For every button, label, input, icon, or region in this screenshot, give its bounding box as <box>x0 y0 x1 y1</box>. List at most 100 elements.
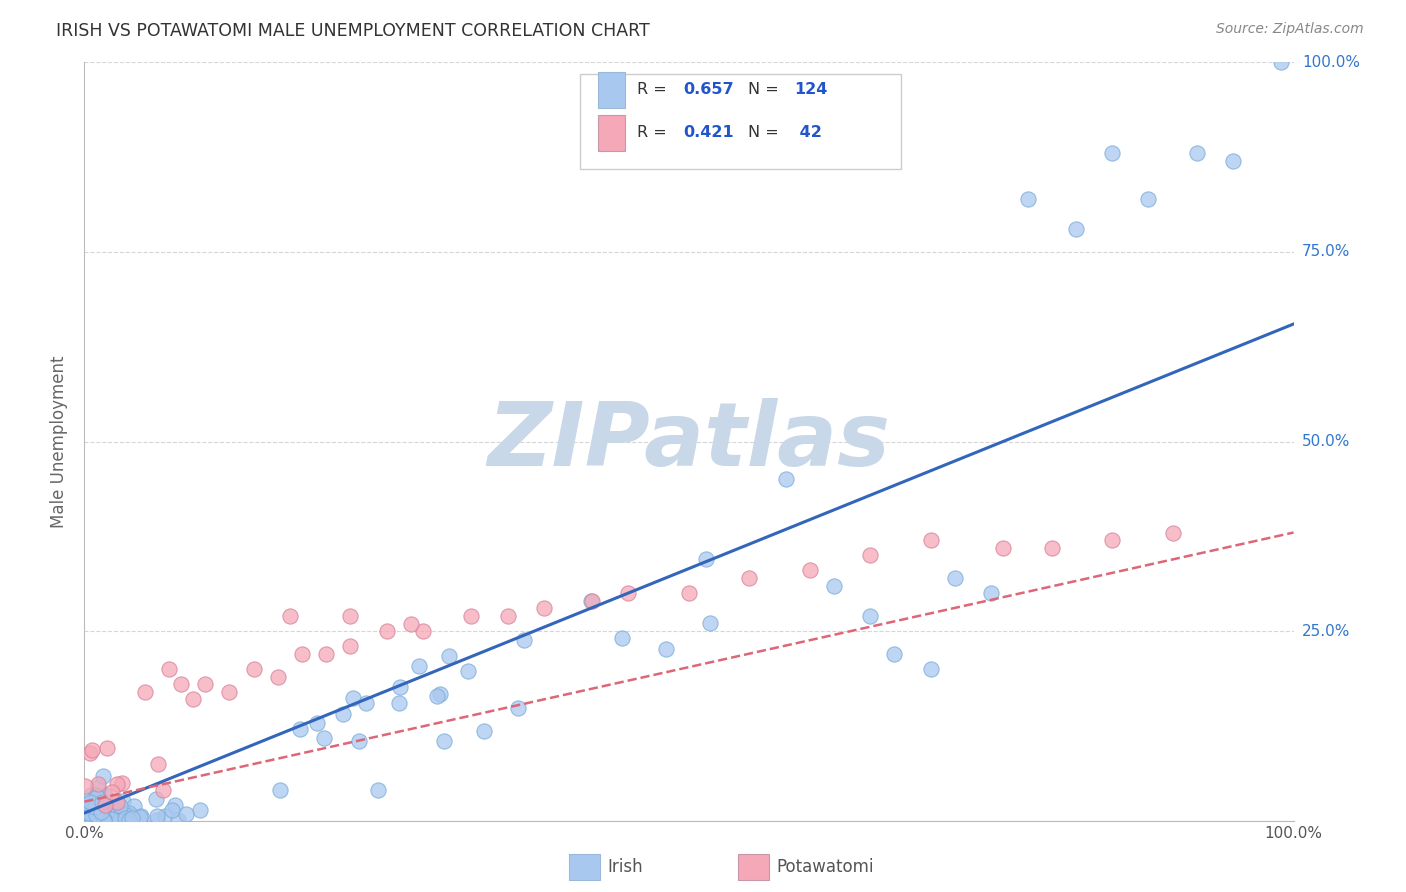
Point <box>93 813 115 827</box>
Point <box>655 641 678 656</box>
Point <box>457 664 479 678</box>
Point <box>91 814 114 828</box>
Point <box>79 795 101 809</box>
Point <box>75 809 97 823</box>
Point <box>87 802 110 816</box>
Point <box>408 659 430 673</box>
Point <box>339 639 361 653</box>
Point <box>388 680 411 694</box>
Point <box>84 813 107 827</box>
FancyBboxPatch shape <box>581 74 901 169</box>
Point <box>87 811 110 825</box>
Point <box>82 800 104 814</box>
Point <box>678 586 700 600</box>
Point <box>291 647 314 661</box>
Point <box>86 806 108 821</box>
Point <box>84 812 107 826</box>
Point <box>993 541 1015 555</box>
Point <box>460 608 482 623</box>
Point <box>920 662 942 676</box>
Point <box>1040 541 1063 555</box>
Point <box>93 797 115 812</box>
Point <box>87 780 110 794</box>
Text: R =: R = <box>637 126 672 140</box>
Point <box>90 805 112 819</box>
Point <box>73 806 96 821</box>
Point <box>96 804 118 818</box>
Point <box>218 685 240 699</box>
Point <box>90 797 112 811</box>
Point <box>76 806 98 821</box>
Point <box>111 814 134 828</box>
Point <box>98 799 121 814</box>
Point <box>105 777 128 791</box>
Point <box>146 757 169 772</box>
Point <box>91 798 114 813</box>
Point <box>120 808 142 822</box>
Point <box>269 782 291 797</box>
Point <box>859 608 882 623</box>
Point <box>496 608 519 623</box>
Point <box>83 796 105 810</box>
Point <box>101 802 124 816</box>
Point <box>332 707 354 722</box>
Point <box>163 797 186 812</box>
Point <box>115 806 138 821</box>
Point <box>920 533 942 548</box>
Point <box>90 802 112 816</box>
Point <box>1101 533 1123 548</box>
Point <box>738 571 761 585</box>
Point <box>399 616 422 631</box>
Point <box>267 669 290 683</box>
Text: IRISH VS POTAWATOMI MALE UNEMPLOYMENT CORRELATION CHART: IRISH VS POTAWATOMI MALE UNEMPLOYMENT CO… <box>56 22 650 40</box>
Point <box>107 807 129 822</box>
Point <box>155 808 177 822</box>
Point <box>79 747 101 761</box>
Point <box>160 803 183 817</box>
Text: 25.0%: 25.0% <box>1302 624 1350 639</box>
Text: 42: 42 <box>794 126 823 140</box>
Point <box>146 813 169 827</box>
FancyBboxPatch shape <box>599 71 624 108</box>
Point <box>94 813 117 827</box>
Point <box>80 743 103 757</box>
Point <box>86 789 108 804</box>
Point <box>93 814 115 828</box>
Point <box>79 812 101 826</box>
Point <box>75 812 97 826</box>
Point <box>93 804 115 818</box>
Point <box>181 692 204 706</box>
Point <box>775 473 797 487</box>
Point <box>699 615 721 630</box>
Text: 75.0%: 75.0% <box>1302 244 1350 260</box>
Point <box>105 799 128 814</box>
Point <box>87 813 110 827</box>
Point <box>426 689 449 703</box>
Point <box>105 795 128 809</box>
Point <box>76 814 98 828</box>
Point <box>96 813 118 827</box>
Point <box>117 805 139 820</box>
Point <box>90 800 112 814</box>
Text: N =: N = <box>748 126 785 140</box>
Point <box>83 795 105 809</box>
Point <box>129 810 152 824</box>
Point <box>339 608 361 623</box>
Point <box>118 814 141 828</box>
Point <box>354 696 377 710</box>
Point <box>114 811 136 825</box>
Text: 50.0%: 50.0% <box>1302 434 1350 449</box>
Point <box>152 783 174 797</box>
Point <box>77 808 100 822</box>
Point <box>84 808 107 822</box>
Point <box>110 798 132 813</box>
Point <box>100 812 122 826</box>
Point <box>114 808 136 822</box>
Point <box>77 805 100 820</box>
Text: R =: R = <box>637 82 672 97</box>
Point <box>157 662 180 676</box>
Point <box>174 806 197 821</box>
Point <box>347 734 370 748</box>
Point <box>91 811 114 825</box>
Point <box>342 691 364 706</box>
